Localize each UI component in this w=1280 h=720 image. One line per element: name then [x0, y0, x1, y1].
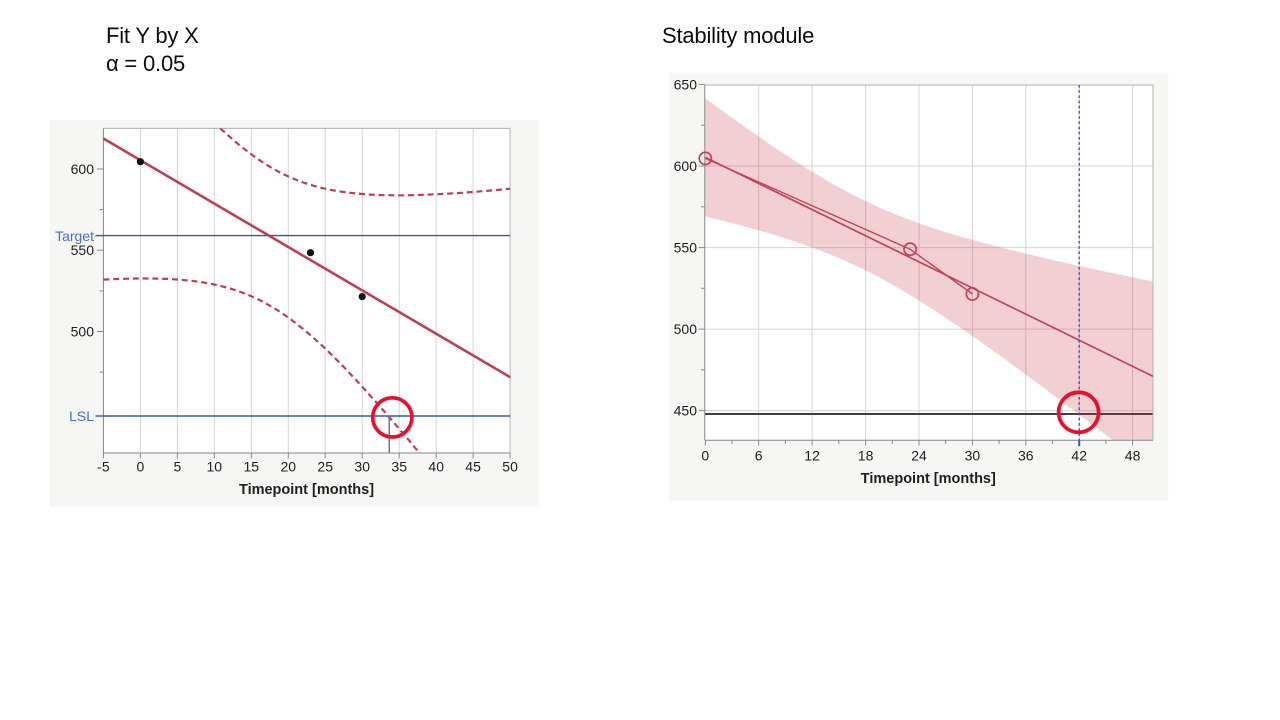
svg-text:35: 35	[391, 459, 407, 475]
svg-text:Stability module: Stability module	[662, 23, 814, 48]
svg-text:30: 30	[354, 459, 370, 475]
svg-text:Timepoint [months]: Timepoint [months]	[861, 471, 996, 487]
svg-text:550: 550	[71, 242, 95, 258]
svg-text:50: 50	[502, 459, 518, 475]
svg-text:15: 15	[244, 459, 260, 475]
svg-text:18: 18	[858, 448, 874, 464]
svg-text:48: 48	[1125, 448, 1141, 464]
svg-text:25: 25	[317, 459, 333, 475]
svg-text:12: 12	[804, 448, 820, 464]
svg-text:600: 600	[71, 161, 95, 177]
svg-text:550: 550	[674, 240, 698, 256]
svg-text:40: 40	[428, 459, 444, 475]
svg-text:-5: -5	[97, 459, 110, 475]
svg-text:45: 45	[465, 459, 481, 475]
svg-text:0: 0	[137, 459, 145, 475]
svg-text:0: 0	[701, 448, 709, 464]
svg-text:36: 36	[1018, 448, 1034, 464]
svg-text:600: 600	[674, 158, 698, 174]
svg-text:Timepoint [months]: Timepoint [months]	[239, 482, 374, 498]
svg-text:10: 10	[207, 459, 223, 475]
svg-text:500: 500	[71, 324, 95, 340]
svg-text:LSL: LSL	[69, 408, 94, 424]
svg-text:500: 500	[674, 321, 698, 337]
svg-text:24: 24	[911, 448, 927, 464]
svg-text:α = 0.05: α = 0.05	[106, 51, 185, 76]
svg-text:450: 450	[674, 403, 698, 419]
svg-text:6: 6	[755, 448, 763, 464]
svg-text:20: 20	[281, 459, 297, 475]
svg-text:42: 42	[1071, 448, 1087, 464]
svg-text:30: 30	[965, 448, 981, 464]
svg-text:650: 650	[674, 77, 698, 93]
svg-text:Target: Target	[55, 228, 94, 244]
svg-text:Fit Y by X: Fit Y by X	[106, 23, 199, 48]
svg-text:5: 5	[174, 459, 182, 475]
